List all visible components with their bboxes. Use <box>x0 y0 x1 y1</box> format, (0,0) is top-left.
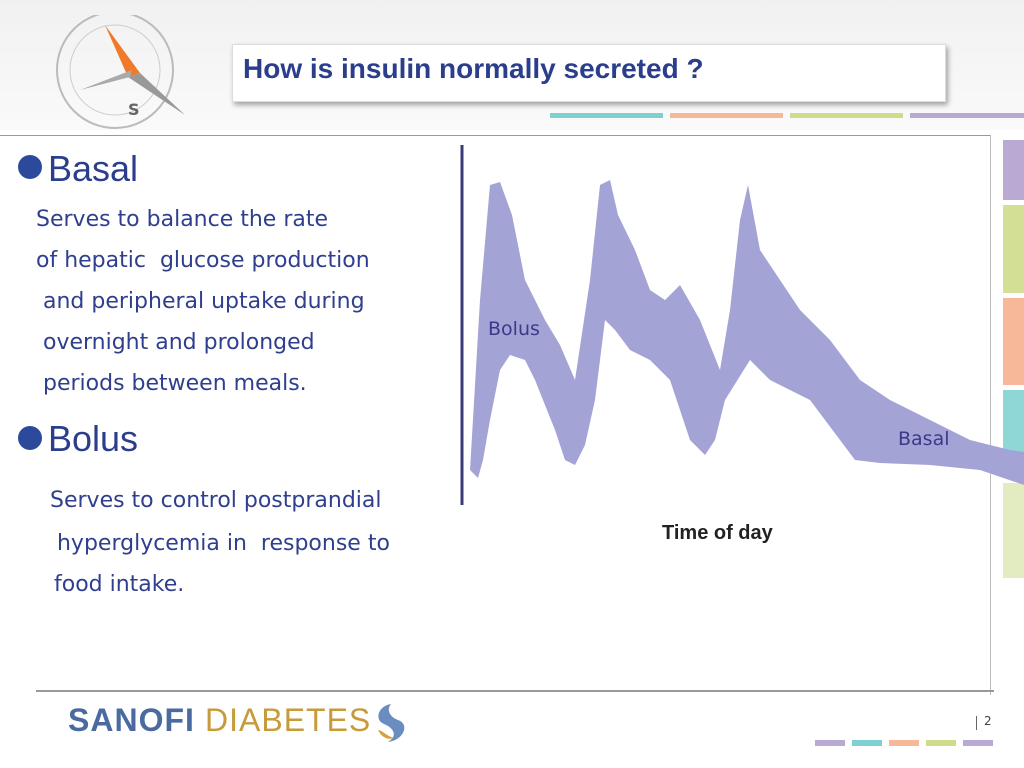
bullet-text: periods between meals. <box>36 371 307 396</box>
accent-bar <box>550 113 663 118</box>
accent-bar <box>926 740 956 746</box>
bullet-heading: Basal <box>48 148 139 189</box>
side-tab <box>1003 390 1024 478</box>
bullet-text: Serves to control postprandial <box>50 488 382 513</box>
slide-title: How is insulin normally secreted ? <box>243 53 704 84</box>
bullet-text: hyperglycemia in response to <box>50 531 390 556</box>
side-tab <box>1003 140 1024 200</box>
page-number: 2 <box>984 714 992 728</box>
bullet-text: of hepatic glucose production <box>36 248 370 273</box>
accent-bar <box>790 113 903 118</box>
bullet-text: overnight and prolonged <box>36 330 315 355</box>
accent-bar <box>670 113 783 118</box>
accent-bar <box>963 740 993 746</box>
bullet <box>18 155 42 179</box>
rule <box>36 690 994 692</box>
figure-label: Basal <box>898 428 950 450</box>
bullet-text: and peripheral uptake during <box>36 289 365 314</box>
side-tab <box>1003 298 1024 385</box>
brand-logo <box>378 704 405 742</box>
side-tab <box>1003 205 1024 293</box>
axis-label: Time of day <box>662 522 773 544</box>
brand: SANOFI <box>68 702 195 738</box>
bullet <box>18 426 42 450</box>
bullet-text: Serves to balance the rate <box>36 207 329 232</box>
rule <box>0 135 990 136</box>
svg-text:S: S <box>128 100 140 119</box>
title-box: How is insulin normally secreted ? <box>232 44 946 102</box>
bullet-heading: Bolus <box>48 418 139 459</box>
accent-bar <box>910 113 1024 118</box>
rule <box>990 135 991 695</box>
brand: DIABETES <box>205 702 372 738</box>
accent-bar <box>852 740 882 746</box>
separator <box>976 716 977 730</box>
accent-bar <box>889 740 919 746</box>
side-tab <box>1003 483 1024 578</box>
compass-logo: S <box>56 15 185 129</box>
figure-label: Bolus <box>488 318 540 340</box>
bullet-text: food intake. <box>54 572 185 597</box>
accent-bar <box>815 740 845 746</box>
